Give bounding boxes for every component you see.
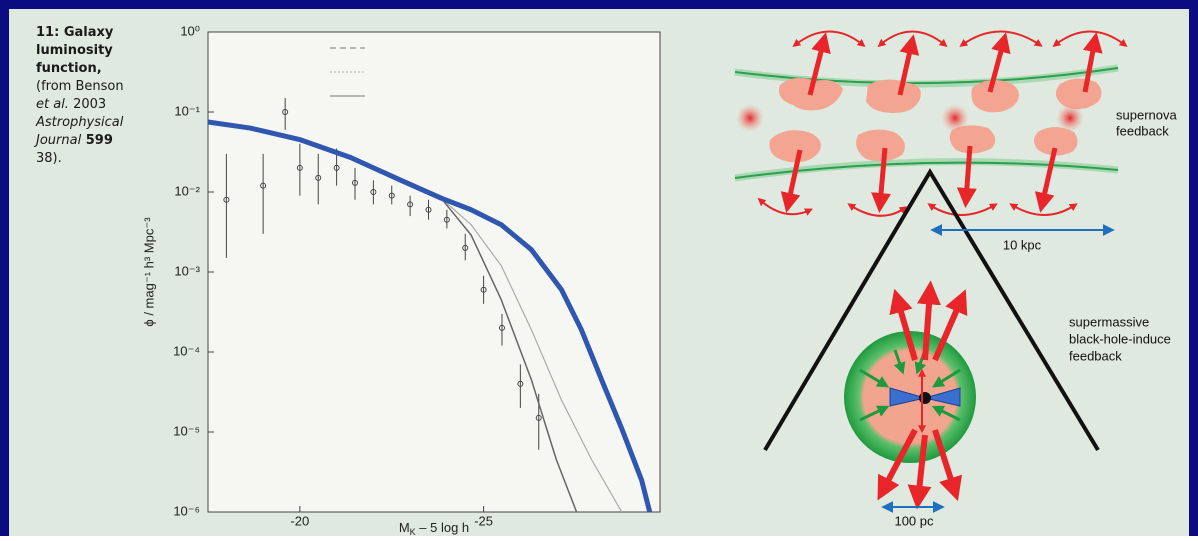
label: supernova <box>1116 107 1177 122</box>
data-point <box>296 164 303 171</box>
black-hole <box>919 392 931 404</box>
inflow-arrows <box>859 349 961 422</box>
data-point <box>370 189 377 195</box>
x-tick-label: -25 <box>474 513 493 528</box>
caption-line: 11: Galaxy <box>36 25 114 40</box>
diagram: 10 kpc 100 pc supernova feedback superma… <box>734 30 1177 528</box>
data-point <box>462 244 469 251</box>
x-label-part: M <box>399 520 410 535</box>
y-tick-label: 10⁻⁴ <box>173 343 200 358</box>
y-tick-label: 10⁰ <box>180 23 200 38</box>
y-tick-label: 10⁻⁶ <box>173 503 200 518</box>
caption-text: function, <box>36 61 102 76</box>
x-tick-label: -20 <box>290 513 309 528</box>
label: black-hole-induce <box>1069 331 1171 346</box>
x-label-part: – 5 log h <box>416 520 470 535</box>
caption-text: 38). <box>36 151 62 166</box>
supernova <box>941 104 969 132</box>
data-point <box>425 206 432 213</box>
outflow-arrows <box>780 32 1103 213</box>
gas-clouds <box>769 77 1102 163</box>
label: feedback <box>1116 123 1169 138</box>
zoom-cone <box>763 168 1100 452</box>
caption-text: 2003 <box>69 97 106 112</box>
data-point <box>260 182 267 189</box>
scale-label: 100 pc <box>894 513 934 528</box>
data-point <box>282 109 289 115</box>
caption-text: (from Benson <box>36 79 124 94</box>
caption-line: Astrophysical <box>35 115 124 130</box>
data-point <box>480 286 487 293</box>
label: feedback <box>1069 348 1122 363</box>
data-point <box>535 414 542 421</box>
y-tick-label: 10⁻¹ <box>174 103 200 118</box>
caption-line: et al. 2003 <box>36 97 106 112</box>
chart-marks: 10⁰ 10⁻¹ 10⁻² 10⁻³ 10⁻⁴ 10⁻⁵ 10⁻⁶ -20 -25 <box>173 23 653 528</box>
caption-text: Astrophysical <box>35 115 124 130</box>
data-point <box>443 216 450 223</box>
x-axis-label: MK – 5 log h <box>399 520 469 536</box>
scale-label: 10 kpc <box>1003 237 1042 252</box>
data-point <box>388 192 395 199</box>
supernova <box>1056 104 1084 132</box>
caption-text: 11: Galaxy <box>36 25 114 40</box>
y-axis-label: ϕ / mag⁻¹ h³ Mpc⁻³ <box>141 217 156 327</box>
data-point <box>407 201 414 208</box>
caption-text: 599 <box>81 133 113 148</box>
data-point <box>333 164 340 171</box>
caption-line: function, <box>36 61 102 76</box>
caption-text: Journal <box>33 133 82 148</box>
model-line <box>440 197 578 513</box>
data-point <box>315 174 322 181</box>
caption-line: Journal 599 <box>33 133 113 148</box>
caption-text: et al. <box>36 97 69 112</box>
model-line <box>440 197 623 513</box>
supernova <box>736 104 764 132</box>
disk-edge <box>734 67 1119 85</box>
turbulence-arrows <box>757 30 1128 217</box>
data-point <box>517 380 524 387</box>
y-tick-label: 10⁻² <box>174 183 200 198</box>
caption-text: luminosity <box>36 43 113 58</box>
caption-line: (from Benson <box>36 79 124 94</box>
caption-line: luminosity <box>36 43 113 58</box>
model-line <box>207 119 653 513</box>
jet-arrows <box>877 280 968 510</box>
data-point <box>351 179 358 186</box>
data-point <box>223 196 230 203</box>
label: supermassive <box>1069 314 1149 329</box>
x-label-sub: K <box>410 527 416 536</box>
y-tick-label: 10⁻⁵ <box>173 423 200 438</box>
data-point <box>498 324 505 331</box>
caption-line: 38). <box>36 151 62 166</box>
plot-area <box>207 31 661 513</box>
y-tick-label: 10⁻³ <box>174 263 200 278</box>
disk-edge <box>734 161 1119 179</box>
